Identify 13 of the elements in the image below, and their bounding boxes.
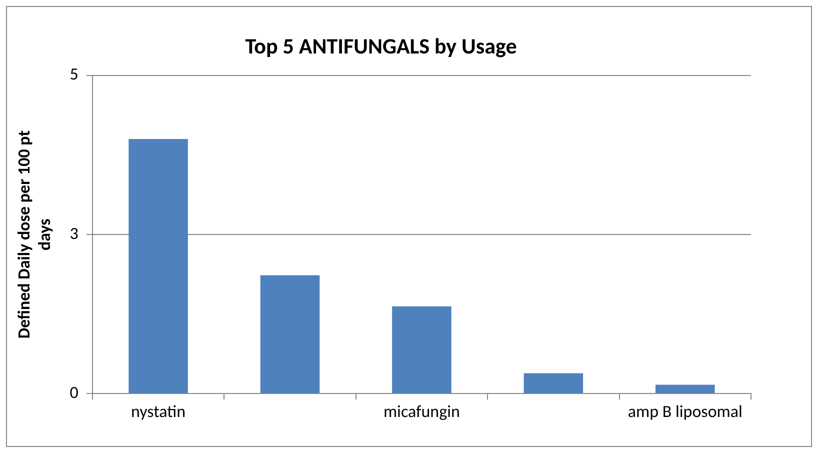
- bar: [260, 275, 320, 394]
- x-tick-label: nystatin: [131, 401, 186, 422]
- bar: [392, 306, 452, 394]
- y-tick-label: 3: [70, 222, 78, 244]
- chart-title: Top 5 ANTIFUNGALS by Usage: [245, 32, 517, 60]
- y-tick-label: 5: [70, 64, 78, 85]
- x-tick-label: amp B liposomal: [628, 401, 742, 422]
- bar: [656, 384, 715, 394]
- bar: [128, 139, 188, 394]
- bar: [524, 373, 584, 394]
- y-axis-title: Defined Daily dose per 100 pt days: [13, 130, 55, 339]
- x-tick-label: micafungin: [383, 401, 460, 422]
- y-tick-label: 0: [70, 382, 79, 403]
